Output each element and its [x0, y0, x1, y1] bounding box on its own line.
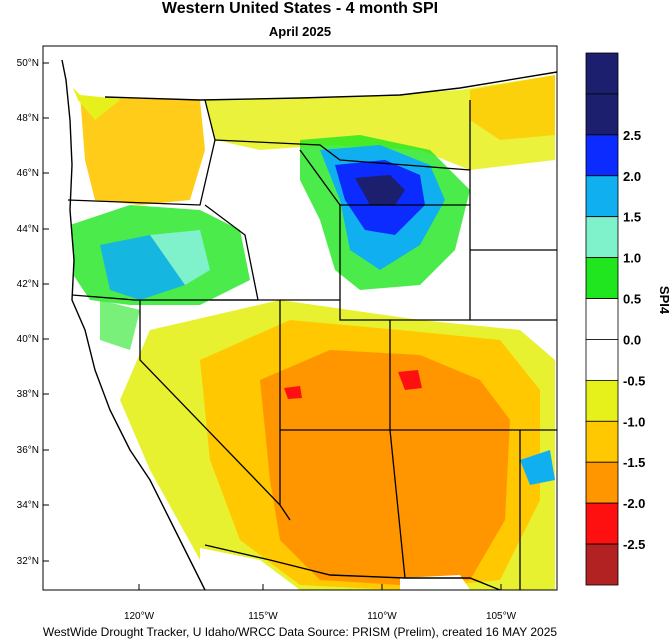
map-title: Western United States - 4 month SPI — [161, 0, 439, 17]
spi-region-nm-blue — [520, 450, 555, 485]
colorbar-bin — [585, 543, 619, 586]
lon-tick-label: 110°W — [367, 611, 397, 622]
latitude-axis: 50°N 48°N 46°N 44°N 42°N 40°N 38°N 36°N 34°N 32°N — [17, 58, 49, 567]
mexico-region-east — [400, 575, 470, 590]
colorbar-tick-label: 1.5 — [623, 210, 641, 225]
colorbar-bin — [585, 339, 619, 381]
spi-region-wyoming-darkblue — [355, 175, 405, 205]
colorbar-tick-label: -2.0 — [623, 496, 645, 511]
spi-region-california-green — [100, 300, 140, 350]
colorbar-bin — [585, 420, 619, 463]
lat-tick-label: 40°N — [17, 334, 39, 345]
colorbar-bin — [585, 93, 619, 136]
colorbar-bin — [585, 461, 619, 504]
lat-tick-label: 34°N — [17, 500, 39, 511]
coastline — [61, 59, 206, 591]
lat-tick-label: 38°N — [17, 389, 39, 400]
spi-region-oregon-teal — [150, 230, 210, 285]
map-frame — [42, 45, 558, 591]
lat-tick-label: 42°N — [17, 279, 39, 290]
colorbar-bin — [585, 134, 619, 177]
map-plot-area — [43, 46, 558, 591]
colorbar-tick-label: 2.5 — [623, 128, 641, 143]
canada-border — [104, 71, 558, 101]
colorbar-tick-label: -2.5 — [623, 537, 645, 552]
spi-region-nv-red — [284, 386, 302, 399]
longitude-axis: 120°W 115°W 110°W 105°W — [124, 584, 517, 622]
colorbar-tick-label: 2.0 — [623, 169, 641, 184]
lon-tick-label: 115°W — [248, 611, 278, 622]
colorbar-tick-label: 1.0 — [623, 251, 641, 266]
mexico-border — [204, 544, 501, 591]
mexico-region — [200, 548, 300, 590]
lon-tick-label: 105°W — [486, 611, 517, 622]
data-source-credit: WestWide Drought Tracker, U Idaho/WRCC D… — [42, 625, 558, 639]
canada-region — [60, 46, 557, 100]
spi-region-southwest-orange — [260, 350, 510, 585]
colorbar-title: SPI4 — [657, 286, 670, 315]
spi-region-utah-red — [398, 370, 422, 390]
colorbar-bin — [585, 298, 619, 340]
colorbar-tick-label: -0.5 — [623, 373, 645, 388]
lat-tick-label: 48°N — [17, 113, 39, 124]
colorbar-bin — [585, 175, 619, 218]
colorbar-bin — [585, 502, 619, 545]
colorbar-tick-label: 0.0 — [623, 332, 641, 347]
colorbar-bin — [585, 379, 619, 422]
spi-region-pnw-dry — [80, 95, 205, 205]
spi-region-dakota-orange — [470, 75, 555, 140]
colorbar-bin — [585, 52, 619, 95]
lat-tick-label: 36°N — [17, 445, 39, 456]
colorbar-tick-label: -1.5 — [623, 455, 645, 470]
colorbar-tick-label: -1.0 — [623, 414, 645, 429]
lat-tick-label: 50°N — [17, 58, 39, 69]
state-borders — [67, 99, 557, 590]
lat-tick-label: 46°N — [17, 168, 39, 179]
colorbar-tick-label: 0.5 — [623, 292, 641, 307]
spi-colorbar: 2.5 2.0 1.5 1.0 0.5 0.0 -0.5 -1.0 -1.5 -2.0 -2.5 — [585, 52, 645, 586]
lat-tick-label: 32°N — [17, 556, 39, 567]
lat-tick-label: 44°N — [17, 224, 39, 235]
map-subtitle: April 2025 — [268, 24, 332, 39]
pacific-ocean — [43, 46, 210, 590]
colorbar-bin — [585, 216, 619, 259]
lon-tick-label: 120°W — [124, 611, 155, 622]
colorbar-bin — [585, 257, 619, 299]
